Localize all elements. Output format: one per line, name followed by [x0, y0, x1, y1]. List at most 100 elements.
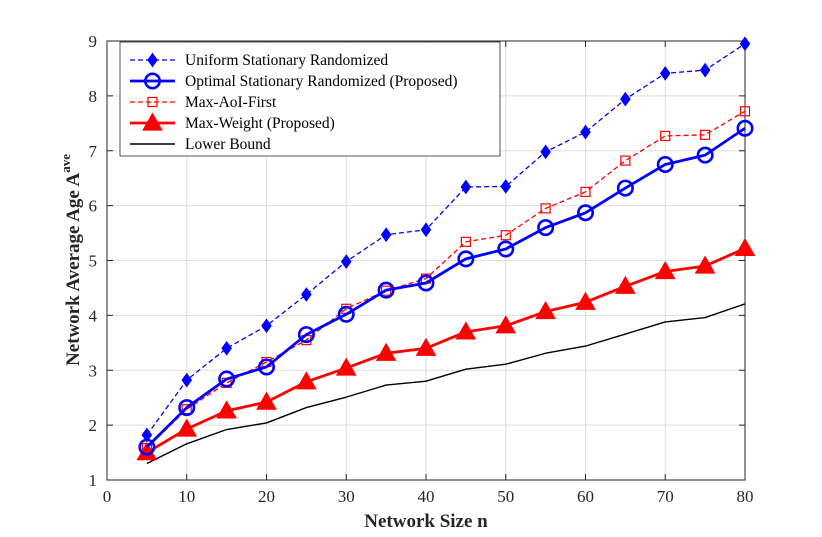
data-point-max-aoi-first: [460, 236, 471, 247]
data-point-uniform-stationary: [221, 340, 232, 356]
x-tick-label: 60: [577, 487, 594, 506]
data-point-optimal-stationary: [337, 305, 355, 323]
y-axis-label-main: Network Average Age A: [63, 172, 84, 366]
x-tick-label: 50: [497, 487, 514, 506]
legend-marker: [147, 52, 158, 68]
data-point-optimal-stationary: [178, 399, 196, 417]
legend-entry-max-weight: Max-Weight (Proposed): [130, 112, 335, 132]
data-point-optimal-stationary: [297, 326, 315, 344]
data-point-max-weight: [734, 237, 756, 257]
data-point-max-aoi-first: [660, 130, 671, 142]
data-point-optimal-stationary: [696, 146, 714, 164]
data-point-max-weight: [455, 321, 477, 340]
data-point-optimal-stationary: [616, 179, 634, 197]
series-optimal-stationary: [138, 119, 754, 456]
y-tick-label: 2: [89, 416, 98, 435]
y-axis-label: Network Average Age Aave: [58, 154, 84, 366]
data-point-max-aoi-first: [540, 203, 551, 214]
data-point-max-weight: [615, 275, 636, 294]
y-tick-label: 1: [89, 471, 98, 490]
data-point-optimal-stationary: [736, 119, 754, 137]
data-point-optimal-stationary: [257, 358, 275, 376]
legend-label: Optimal Stationary Randomized (Proposed): [185, 73, 458, 90]
data-point-max-weight: [256, 391, 277, 410]
y-tick-label: 8: [89, 87, 98, 106]
data-point-optimal-stationary: [537, 219, 555, 237]
legend-entry-max-aoi-first: Max-AoI-First: [130, 94, 277, 111]
x-tick-label: 0: [103, 487, 112, 506]
data-point-max-aoi-first: [739, 106, 751, 117]
data-point-optimal-stationary: [377, 281, 395, 299]
data-point-max-aoi-first: [700, 129, 711, 140]
legend-entry-lower-bound: Lower Bound: [130, 136, 271, 153]
series-max-weight: [136, 237, 756, 461]
x-tick-label: 80: [737, 487, 754, 506]
legend-label: Lower Bound: [185, 136, 271, 153]
x-tick-label: 30: [338, 487, 355, 506]
data-point-max-weight: [375, 342, 397, 361]
data-point-optimal-stationary: [656, 155, 674, 173]
data-point-uniform-stationary: [580, 124, 591, 140]
data-point-uniform-stationary: [420, 222, 432, 238]
legend-entry-optimal-stationary: Optimal Stationary Randomized (Proposed): [130, 72, 458, 90]
legend-label: Max-Weight (Proposed): [185, 115, 335, 132]
axis-ticks: 0 10 20 30 40 50 60 70 80 1 2 3 4 5 6 7 8 9: [89, 32, 754, 506]
x-axis-label: Network Size n: [364, 511, 488, 532]
data-point-uniform-stationary: [620, 91, 631, 107]
data-point-uniform-stationary: [261, 318, 272, 334]
data-point-uniform-stationary: [659, 66, 671, 81]
y-tick-label: 4: [89, 306, 98, 325]
data-point-optimal-stationary: [497, 240, 515, 258]
data-point-uniform-stationary: [181, 372, 193, 388]
legend-marker: [142, 112, 163, 131]
data-point-max-weight: [495, 315, 517, 334]
series-uniform-stationary: [141, 36, 751, 443]
data-point-optimal-stationary: [457, 250, 475, 268]
data-point-max-weight: [415, 337, 437, 356]
legend-label: Max-AoI-First: [185, 94, 277, 111]
series-layer: [136, 36, 756, 465]
data-point-uniform-stationary: [301, 287, 312, 302]
data-point-max-weight: [216, 400, 237, 419]
y-axis-label-superscript: ave: [58, 154, 73, 173]
data-point-optimal-stationary: [417, 274, 435, 292]
legend-marker: [147, 96, 158, 108]
legend-box: [119, 41, 501, 157]
series-lower-bound: [146, 303, 746, 465]
legend: Uniform Stationary Randomized Optimal Sta…: [119, 41, 501, 157]
data-point-max-weight: [335, 357, 357, 376]
data-point-max-aoi-first: [580, 186, 591, 198]
data-point-uniform-stationary: [141, 427, 153, 443]
data-point-optimal-stationary: [576, 204, 594, 222]
data-point-max-weight: [176, 418, 198, 437]
data-point-max-weight: [296, 371, 317, 390]
data-point-max-aoi-first: [141, 443, 152, 454]
data-point-uniform-stationary: [540, 144, 551, 160]
data-point-uniform-stationary: [380, 227, 392, 243]
data-point-uniform-stationary: [340, 254, 352, 269]
data-point-uniform-stationary: [739, 36, 751, 52]
series-line-lower-bound: [146, 303, 746, 465]
data-point-uniform-stationary: [699, 62, 711, 78]
data-point-max-weight: [575, 291, 596, 310]
series-line-uniform-stationary: [146, 43, 746, 436]
legend-marker: [144, 72, 162, 90]
data-point-max-weight: [535, 301, 556, 320]
data-point-uniform-stationary: [460, 179, 472, 195]
y-tick-label: 3: [89, 361, 98, 380]
x-tick-label: 40: [418, 487, 435, 506]
x-tick-label: 10: [178, 487, 195, 506]
data-point-max-weight: [694, 255, 716, 274]
data-point-max-aoi-first: [500, 230, 511, 241]
series-line-optimal-stationary: [145, 127, 746, 449]
series-line-max-weight: [146, 247, 746, 454]
legend-label: Uniform Stationary Randomized: [185, 52, 388, 69]
y-tick-label: 7: [89, 142, 98, 161]
y-tick-label: 9: [89, 32, 98, 51]
y-tick-label: 5: [89, 252, 98, 271]
y-tick-label: 6: [89, 197, 98, 216]
x-tick-label: 20: [258, 487, 275, 506]
data-point-max-weight: [654, 260, 676, 280]
data-point-max-aoi-first: [620, 155, 631, 166]
